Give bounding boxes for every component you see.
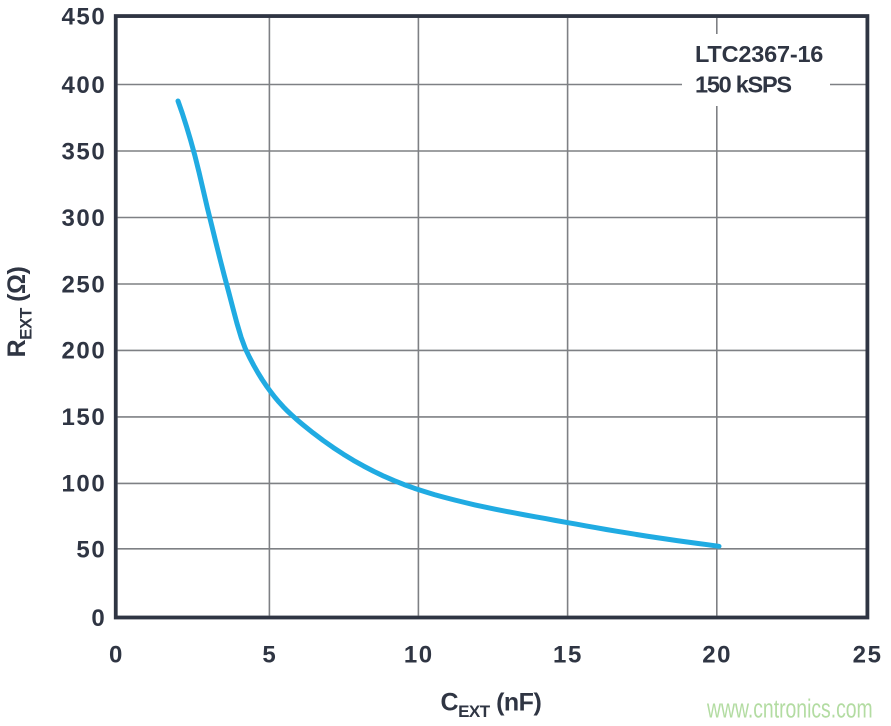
svg-text:20: 20	[702, 642, 732, 669]
svg-text:50: 50	[76, 537, 106, 564]
svg-text:25: 25	[853, 642, 883, 669]
svg-text:100: 100	[61, 471, 106, 498]
svg-text:LTC2367-16: LTC2367-16	[695, 41, 823, 67]
svg-text:0: 0	[91, 605, 106, 632]
svg-text:CEXT (nF): CEXT (nF)	[441, 689, 542, 722]
svg-text:REXT (Ω): REXT (Ω)	[3, 266, 36, 357]
svg-text:15: 15	[553, 642, 583, 669]
svg-text:5: 5	[262, 642, 277, 669]
svg-text:400: 400	[61, 72, 106, 99]
svg-text:www.cntronics.com: www.cntronics.com	[706, 695, 873, 723]
svg-text:10: 10	[404, 642, 434, 669]
svg-text:150 kSPS: 150 kSPS	[695, 72, 791, 98]
svg-text:450: 450	[61, 3, 106, 30]
svg-text:300: 300	[61, 205, 106, 232]
svg-text:350: 350	[61, 138, 106, 165]
svg-text:250: 250	[61, 271, 106, 298]
svg-text:0: 0	[109, 642, 124, 669]
svg-text:200: 200	[61, 338, 106, 365]
svg-text:150: 150	[61, 404, 106, 431]
